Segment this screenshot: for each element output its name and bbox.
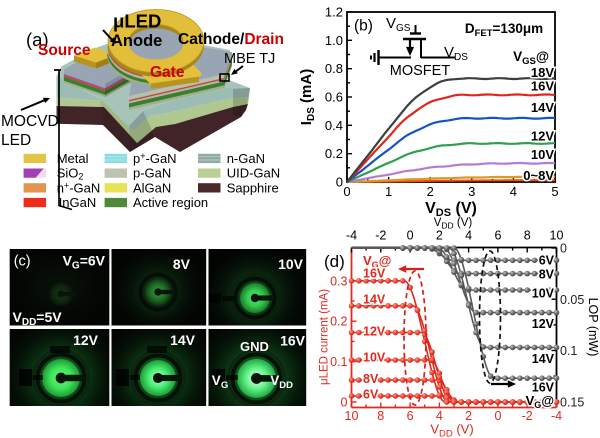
svg-text:μLED: μLED: [113, 11, 161, 32]
svg-text:2: 2: [436, 229, 443, 243]
svg-text:Source: Source: [38, 42, 91, 59]
svg-text:0.8: 0.8: [325, 61, 343, 76]
svg-text:8: 8: [524, 229, 531, 243]
svg-text:6: 6: [494, 229, 501, 243]
svg-text:12V: 12V: [532, 317, 555, 331]
svg-text:p-GaN: p-GaN: [133, 166, 171, 181]
svg-text:Cathode/Drain: Cathode/Drain: [178, 31, 284, 48]
svg-text:VDS: VDS: [444, 44, 468, 63]
svg-text:(b): (b): [354, 18, 373, 35]
svg-text:VGS: VGS: [386, 15, 411, 34]
svg-text:DFET=130μm: DFET=130μm: [465, 21, 543, 39]
svg-text:0.2: 0.2: [325, 146, 343, 161]
svg-text:SiO2: SiO2: [57, 166, 84, 182]
svg-text:0: 0: [407, 229, 414, 243]
svg-text:-4: -4: [551, 409, 562, 423]
svg-text:4: 4: [436, 409, 443, 423]
svg-text:6V: 6V: [539, 254, 555, 268]
svg-text:p+-GaN: p+-GaN: [133, 151, 177, 166]
svg-text:VG@: VG@: [526, 393, 554, 410]
svg-text:12V: 12V: [363, 325, 386, 339]
svg-text:UID-GaN: UID-GaN: [227, 166, 280, 181]
svg-text:2: 2: [465, 409, 472, 423]
svg-text:0.2: 0.2: [330, 315, 347, 329]
svg-text:12V: 12V: [73, 332, 99, 348]
svg-text:Anode: Anode: [111, 32, 162, 50]
svg-text:10V: 10V: [278, 256, 304, 272]
svg-text:0: 0: [336, 175, 343, 190]
svg-text:5: 5: [551, 184, 558, 199]
svg-text:16V: 16V: [531, 78, 554, 93]
svg-text:VGS@: VGS@: [513, 49, 549, 67]
svg-text:0.4: 0.4: [325, 118, 343, 133]
svg-text:MBE TJ: MBE TJ: [224, 51, 275, 67]
svg-text:2: 2: [427, 184, 434, 199]
svg-text:VDD (V): VDD (V): [434, 217, 473, 231]
svg-text:14V: 14V: [532, 352, 555, 366]
svg-text:0.6: 0.6: [325, 90, 343, 105]
svg-text:10: 10: [345, 409, 359, 423]
svg-text:LOP (mW): LOP (mW): [586, 298, 600, 357]
svg-text:14V: 14V: [363, 293, 386, 307]
svg-text:-2: -2: [522, 409, 533, 423]
svg-text:IDS (mA): IDS (mA): [298, 69, 317, 125]
svg-text:4: 4: [465, 229, 472, 243]
svg-text:Gate: Gate: [150, 64, 185, 81]
svg-text:(a): (a): [26, 29, 49, 50]
svg-text:1.0: 1.0: [325, 33, 343, 48]
svg-text:8V: 8V: [173, 256, 191, 272]
svg-text:VG@: VG@: [363, 253, 391, 270]
svg-text:MOSFET: MOSFET: [390, 63, 451, 79]
svg-text:0: 0: [560, 242, 567, 256]
svg-text:Metal: Metal: [57, 151, 89, 166]
svg-text:0.1: 0.1: [560, 344, 577, 358]
svg-text:Active region: Active region: [133, 195, 208, 210]
svg-text:0.3: 0.3: [330, 274, 347, 288]
svg-text:n-GaN: n-GaN: [227, 151, 265, 166]
svg-text:MOCVD: MOCVD: [1, 113, 59, 130]
svg-text:0~8V: 0~8V: [523, 168, 554, 183]
svg-text:0.15: 0.15: [560, 395, 584, 409]
svg-text:0: 0: [341, 396, 348, 410]
svg-text:12V: 12V: [531, 129, 554, 144]
svg-text:8V: 8V: [539, 268, 555, 282]
svg-text:16V: 16V: [280, 333, 306, 349]
svg-text:LED: LED: [1, 132, 31, 149]
svg-text:14V: 14V: [531, 100, 554, 115]
svg-text:16V: 16V: [363, 267, 386, 281]
svg-text:-2: -2: [375, 229, 386, 243]
svg-text:0: 0: [343, 184, 350, 199]
svg-text:n+-GaN: n+-GaN: [57, 180, 101, 195]
svg-text:1: 1: [385, 184, 392, 199]
svg-text:6V: 6V: [363, 388, 379, 402]
svg-text:0.1: 0.1: [330, 355, 347, 369]
svg-text:AlGaN: AlGaN: [133, 180, 171, 195]
svg-text:18V: 18V: [531, 65, 554, 80]
svg-text:0.05: 0.05: [560, 293, 584, 307]
svg-text:(d): (d): [324, 252, 345, 271]
svg-text:3: 3: [468, 184, 475, 199]
svg-text:(c): (c): [14, 254, 31, 270]
svg-text:4: 4: [510, 184, 517, 199]
svg-text:6: 6: [407, 409, 414, 423]
svg-text:10V: 10V: [532, 287, 555, 301]
svg-text:-4: -4: [346, 229, 357, 243]
svg-text:VDD (V): VDD (V): [430, 422, 473, 438]
svg-text:μLED current (mA): μLED current (mA): [319, 289, 331, 385]
svg-text:GND: GND: [240, 339, 269, 354]
svg-text:10V: 10V: [363, 350, 386, 364]
svg-text:InGaN: InGaN: [59, 195, 97, 210]
svg-text:8V: 8V: [363, 372, 379, 386]
svg-text:10V: 10V: [531, 147, 554, 162]
svg-text:14V: 14V: [170, 332, 196, 348]
svg-text:10: 10: [550, 229, 564, 243]
svg-text:16V: 16V: [532, 381, 555, 395]
svg-text:1.2: 1.2: [325, 5, 343, 20]
svg-text:8: 8: [377, 409, 384, 423]
svg-text:0: 0: [494, 409, 501, 423]
svg-text:Sapphire: Sapphire: [227, 180, 279, 195]
